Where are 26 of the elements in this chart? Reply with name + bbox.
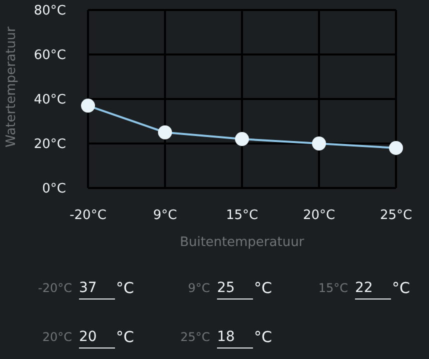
data-label: 37 bbox=[79, 280, 97, 296]
x-tick-label: 15°C bbox=[226, 208, 258, 223]
category-label: 15°C bbox=[318, 281, 348, 295]
text: °C bbox=[116, 279, 134, 297]
category-label: 25°C bbox=[180, 330, 210, 344]
y-tick-label: 80°C bbox=[34, 4, 66, 19]
y-tick-label: 20°C bbox=[34, 137, 66, 152]
text: °C bbox=[392, 279, 410, 297]
x-tick-label: 25°C bbox=[380, 208, 412, 223]
y-axis-title: Watertemperatuur bbox=[4, 26, 19, 148]
category-label: -20°C bbox=[38, 281, 72, 295]
y-tick-label: 40°C bbox=[34, 92, 66, 108]
data-label: 20 bbox=[79, 329, 97, 345]
text: °C bbox=[116, 328, 134, 346]
x-tick-label: 20°C bbox=[302, 208, 336, 223]
text: °C bbox=[254, 279, 272, 297]
y-tick-label: 0°C bbox=[42, 182, 66, 197]
category-label: 9°C bbox=[188, 281, 210, 295]
x-tick-label: -20°C bbox=[70, 208, 106, 223]
x-tick-label: 9°C bbox=[153, 208, 177, 223]
text: °C bbox=[254, 328, 272, 346]
x-axis-title: Buitentemperatuur bbox=[180, 235, 305, 250]
data-label: 25 bbox=[217, 280, 235, 296]
data-label: 18 bbox=[217, 329, 235, 345]
y-tick-label: 60°C bbox=[34, 48, 66, 64]
data-label: 22 bbox=[355, 280, 373, 296]
